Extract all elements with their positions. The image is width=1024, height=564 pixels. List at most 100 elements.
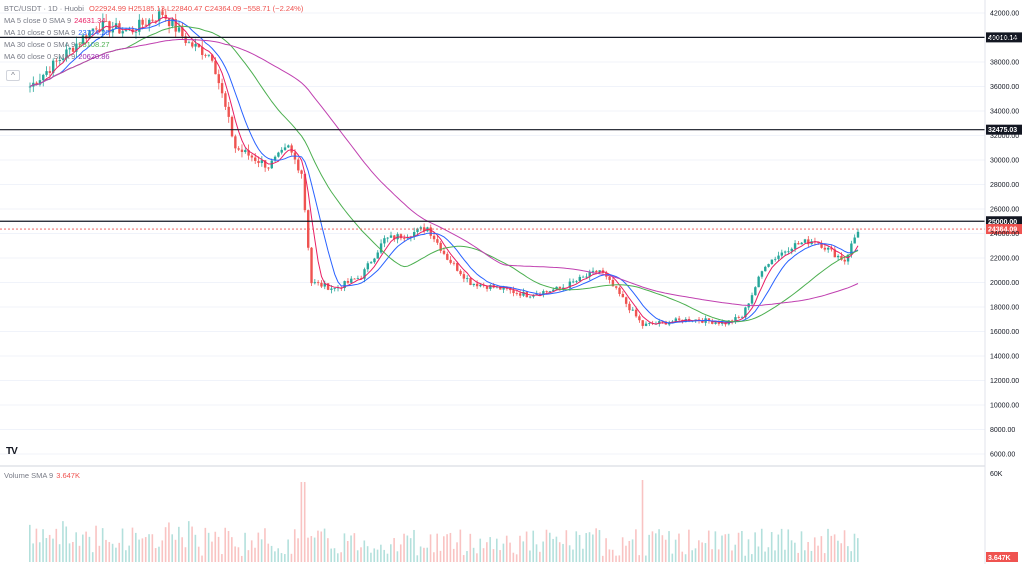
candle-body[interactable] [220,83,224,94]
candle-body[interactable] [316,282,320,284]
candle-body[interactable] [648,323,651,324]
candle-body[interactable] [260,160,264,164]
candle-body[interactable] [273,156,277,161]
candle-body[interactable] [429,227,432,236]
candle-body[interactable] [71,47,75,52]
candle-body[interactable] [436,239,439,243]
candle-body[interactable] [770,259,774,265]
candle-body[interactable] [197,44,201,48]
candle-body[interactable] [280,149,283,153]
candle-body[interactable] [452,262,456,264]
candle-body[interactable] [75,43,78,52]
indicator-ma30[interactable]: MA 30 close 0 SMA 9 23108.27 [4,40,110,49]
candle-body[interactable] [608,276,611,280]
candle-body[interactable] [472,283,476,286]
candle-body[interactable] [419,227,423,229]
candle-body[interactable] [104,20,108,22]
candle-body[interactable] [757,276,760,288]
candle-body[interactable] [353,278,356,280]
candle-body[interactable] [465,278,469,280]
candle-body[interactable] [393,235,396,240]
candle-body[interactable] [740,317,744,319]
candle-body[interactable] [373,258,376,263]
candle-body[interactable] [840,255,843,260]
candle-body[interactable] [267,167,270,169]
candle-body[interactable] [542,291,545,296]
candle-body[interactable] [217,74,220,84]
candle-body[interactable] [701,320,704,323]
candle-body[interactable] [91,28,95,31]
candle-body[interactable] [499,286,502,290]
candle-body[interactable] [240,149,244,153]
candle-body[interactable] [826,247,830,250]
indicator-ma60[interactable]: MA 60 close 0 SMA 9 20620.86 [4,52,110,61]
candle-body[interactable] [568,281,572,288]
candle-body[interactable] [737,317,740,318]
candle-body[interactable] [78,43,81,45]
candle-body[interactable] [191,42,194,47]
candle-body[interactable] [297,159,300,171]
candle-body[interactable] [38,80,42,85]
candle-body[interactable] [489,285,492,289]
candle-body[interactable] [595,270,598,273]
symbol-header[interactable]: BTC/USDT · 1D · Huobi O22924.99 H25185.1… [4,3,303,14]
candle-body[interactable] [300,170,303,174]
volume-legend[interactable]: Volume SMA 9 3.647K [4,471,80,480]
candle-body[interactable] [230,116,234,137]
candle-body[interactable] [138,19,141,32]
candle-body[interactable] [247,150,250,156]
collapse-indicators-icon[interactable]: ^ [6,70,20,81]
candle-body[interactable] [283,147,287,150]
candle-body[interactable] [638,316,641,321]
candle-body[interactable] [161,11,164,15]
candle-body[interactable] [58,59,62,61]
candle-body[interactable] [383,238,386,244]
candle-body[interactable] [376,252,379,259]
candle-body[interactable] [446,253,449,260]
candle-body[interactable] [479,284,482,287]
candle-body[interactable] [853,237,856,244]
candle-body[interactable] [790,248,793,252]
candle-body[interactable] [750,295,754,304]
candle-body[interactable] [787,251,790,253]
candle-body[interactable] [187,42,191,44]
candle-body[interactable] [548,291,552,292]
candle-body[interactable] [65,49,68,59]
candle-body[interactable] [254,157,257,161]
candle-body[interactable] [210,54,214,61]
candle-body[interactable] [522,291,525,296]
candle-body[interactable] [432,235,436,240]
candle-body[interactable] [634,309,638,317]
candle-body[interactable] [333,288,336,289]
candle-body[interactable] [734,317,737,322]
candle-body[interactable] [509,288,512,291]
candle-body[interactable] [644,323,648,326]
candle-body[interactable] [836,255,840,258]
candle-body[interactable] [303,173,307,211]
candle-body[interactable] [459,270,462,275]
candle-body[interactable] [234,136,237,149]
candle-body[interactable] [707,318,711,322]
candle-body[interactable] [532,295,535,297]
candle-body[interactable] [81,35,85,44]
candle-body[interactable] [714,322,717,324]
candle-body[interactable] [416,228,419,233]
candle-body[interactable] [502,286,505,290]
candle-body[interactable] [823,247,827,250]
candle-body[interactable] [641,320,644,326]
candle-body[interactable] [628,303,631,311]
symbol-title[interactable]: BTC/USDT · 1D · Huobi [4,4,84,13]
candle-body[interactable] [661,321,664,322]
candle-body[interactable] [343,281,346,289]
candle-body[interactable] [412,232,416,238]
candle-body[interactable] [677,318,681,320]
tradingview-logo-icon[interactable]: TV [6,446,18,457]
candle-body[interactable] [154,20,158,22]
candle-body[interactable] [68,47,71,50]
candle-body[interactable] [783,251,787,253]
candle-body[interactable] [512,290,515,294]
candle-body[interactable] [111,29,114,33]
candle-body[interactable] [621,293,625,298]
candle-body[interactable] [803,239,807,243]
